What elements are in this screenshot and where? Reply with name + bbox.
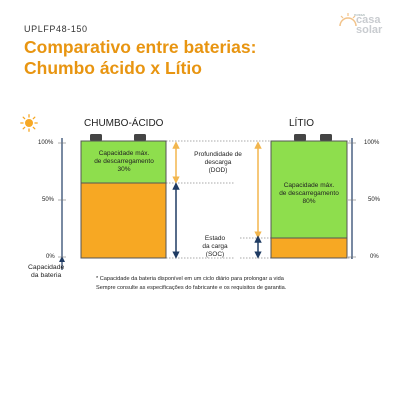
brand-logo: nossa casa solar [338, 6, 396, 42]
title-line-2: Chumbo ácido x Lítio [24, 58, 202, 78]
footnote-line-2: Sempre consulte as especificações do fab… [96, 285, 287, 291]
lead-acid-dod [80, 140, 167, 184]
lithium-dod [270, 140, 348, 239]
lead-acid-label: CHUMBO-ÁCIDO [84, 118, 164, 129]
lead-axis-0: 0% [46, 254, 55, 260]
lithium-axis [348, 138, 356, 259]
footnote: * Capacidade da bateria disponível em um… [96, 275, 286, 293]
lead-acid-box-text: Capacidade máx. de descarregamento 30% [94, 150, 154, 173]
page-title: Comparativo entre baterias: Chumbo ácido… [24, 37, 256, 79]
capacity-label: Capacidade da bateria [28, 264, 65, 279]
dod-label: Profundidade de descarga (DOD) [194, 151, 242, 174]
sun-icon [20, 114, 38, 132]
lithium-reserve [270, 237, 348, 259]
lead-acid-battery [80, 134, 167, 259]
lead-axis-50: 50% [42, 197, 55, 203]
soc-label: Estado da carga (SOC) [202, 235, 228, 258]
logo-line-2: solar [356, 24, 383, 36]
product-code: UPLFP48-150 [24, 24, 88, 34]
lithium-box-text: Capacidade máx. de descarregamento 80% [279, 182, 339, 205]
lithium-label: LÍTIO [289, 118, 315, 129]
lithium-battery [270, 134, 348, 259]
logo-line-1: casa [356, 14, 381, 26]
sun-logo-icon [339, 13, 357, 27]
logo-small-text: nossa [354, 12, 365, 17]
lead-acid-reserve [80, 182, 167, 259]
lead-axis-100: 100% [38, 140, 54, 146]
footnote-line-1: * Capacidade da bateria disponível em um… [96, 276, 284, 282]
title-line-1: Comparativo entre baterias: [24, 37, 257, 57]
lead-acid-axis [58, 138, 66, 270]
lithium-axis-50: 50% [368, 197, 381, 203]
lithium-axis-0: 0% [370, 254, 379, 260]
lithium-axis-100: 100% [364, 140, 380, 146]
